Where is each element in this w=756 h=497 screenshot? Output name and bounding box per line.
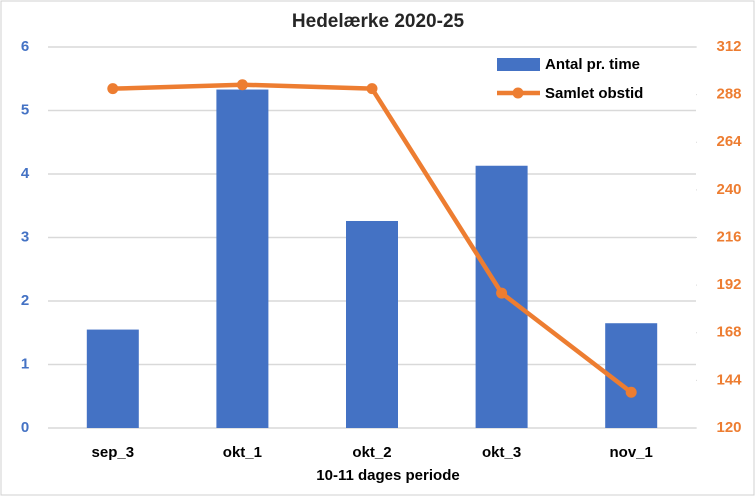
line-marker [496, 287, 508, 299]
y-tick-label: 1 [21, 355, 29, 372]
x-tick-label: okt_2 [352, 444, 391, 461]
x-tick-label: sep_3 [92, 444, 135, 461]
x-tick-label: okt_3 [482, 444, 521, 461]
chart-title: Hedelærke 2020-25 [292, 11, 465, 32]
legend-swatch [512, 87, 524, 99]
y2-tick-label: 192 [716, 276, 741, 293]
legend-label: Samlet obstid [545, 85, 643, 102]
y-tick-label: 5 [21, 101, 29, 118]
y-tick-label: 0 [21, 419, 29, 436]
y-tick-label: 6 [21, 38, 29, 55]
legend-label: Antal pr. time [545, 56, 640, 73]
line-marker [236, 79, 248, 91]
bar [605, 323, 658, 428]
y-tick-label: 2 [21, 292, 29, 309]
y2-tick-label: 168 [716, 324, 741, 341]
x-tick-label: okt_1 [223, 444, 262, 461]
y-tick-label: 4 [21, 165, 30, 182]
y2-tick-label: 216 [716, 228, 741, 245]
line-marker [366, 83, 378, 95]
y2-tick-label: 144 [716, 371, 742, 388]
line-marker [107, 83, 119, 95]
legend-swatch [497, 58, 540, 71]
y-tick-label: 3 [21, 228, 29, 245]
x-tick-label: nov_1 [610, 444, 653, 461]
bar [216, 89, 269, 429]
y2-tick-label: 264 [716, 133, 742, 150]
bar [346, 220, 398, 428]
y2-tick-label: 288 [716, 86, 741, 103]
y2-tick-label: 312 [716, 38, 741, 55]
bar [86, 329, 139, 428]
x-axis-title: 10-11 dages periode [316, 467, 459, 484]
line-marker [625, 386, 637, 398]
y2-tick-label: 120 [716, 419, 741, 436]
y2-tick-label: 240 [716, 181, 741, 198]
